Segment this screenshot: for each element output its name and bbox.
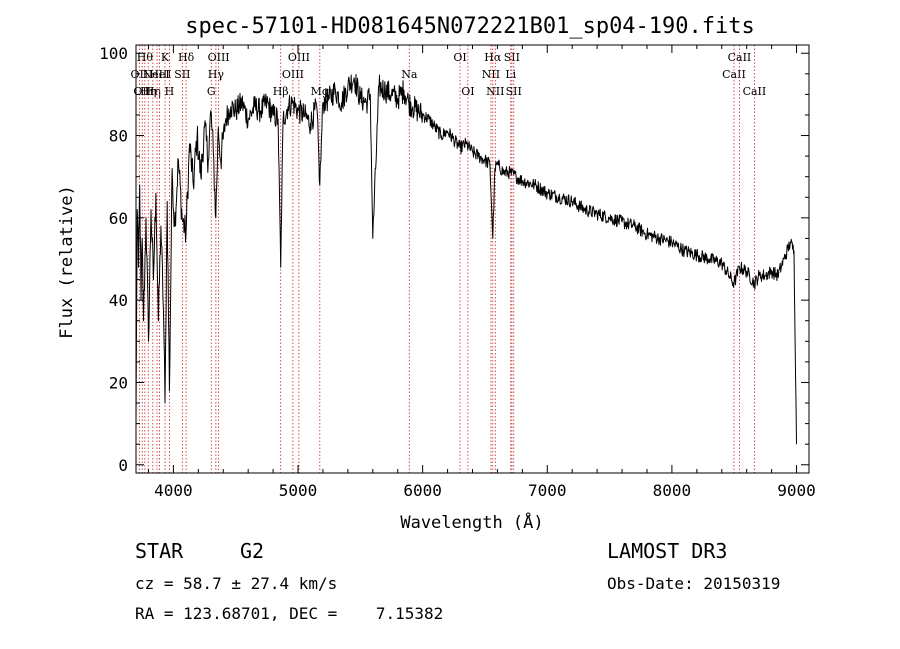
line-marker-label-9: SII: [174, 68, 190, 81]
coordinates: RA = 123.68701, DEC = 7.15382: [135, 604, 444, 623]
spectrum-series: [135, 73, 797, 445]
line-marker-label-20: OI: [461, 85, 474, 98]
line-marker-label-18: Na: [401, 68, 418, 81]
y-axis-label: Flux (relative): [57, 185, 77, 339]
y-tick-label-2: 40: [109, 291, 128, 310]
redshift-value: cz = 58.7 ± 27.4 km/s: [135, 574, 338, 593]
line-marker-label-29: CaII: [743, 85, 767, 98]
line-marker-label-10: Hδ: [178, 51, 195, 64]
line-marker-label-27: CaII: [722, 68, 746, 81]
line-marker-label-17: Mg: [311, 85, 329, 98]
line-marker-label-8: H: [165, 85, 175, 98]
line-marker-label-14: Hβ: [273, 85, 289, 98]
line-marker-label-6: HeI: [149, 68, 169, 81]
y-tick-label-3: 60: [109, 209, 128, 228]
line-marker-label-3: Hη: [140, 85, 156, 98]
object-class: STAR: [135, 539, 184, 563]
obs-date: Obs-Date: 20150319: [607, 574, 781, 593]
line-marker-label-2: Hθ: [137, 51, 154, 64]
line-marker-label-15: OIII: [282, 68, 304, 81]
x-axis-label: Wavelength (Å): [400, 511, 543, 533]
line-markers: OIIOIIHθHηHηNeIIIHeIKHSIIHδGHγOIIIHβOIII…: [131, 45, 767, 473]
line-marker-label-25: SII: [504, 51, 520, 64]
line-marker-label-24: Li: [505, 68, 516, 81]
line-marker-label-23: NII: [486, 85, 504, 98]
line-marker-label-21: NII: [482, 68, 500, 81]
line-marker-label-5: NeIII: [142, 68, 171, 81]
line-marker-label-0: OII: [131, 68, 149, 81]
axes: 4000 5000 6000 7000 8000 9000 0 20 40 60 80 100: [99, 44, 816, 500]
y-tick-label-1: 20: [109, 373, 128, 392]
line-marker-label-11: G: [207, 85, 216, 98]
line-marker-label-12: Hγ: [208, 68, 225, 81]
x-tick-label-3: 7000: [528, 481, 567, 500]
y-tick-label-4: 80: [109, 127, 128, 146]
y-tick-label-0: 0: [118, 456, 128, 475]
survey-name: LAMOST DR3: [607, 539, 728, 563]
line-marker-label-13: OIII: [208, 51, 230, 64]
x-tick-label-4: 8000: [653, 481, 692, 500]
y-tick-label-5: 100: [99, 44, 128, 63]
line-marker-label-4: Hη: [145, 85, 161, 98]
line-marker-label-22: Hα: [484, 51, 502, 64]
x-tick-label-1: 5000: [279, 481, 318, 500]
x-tick-label-0: 4000: [154, 481, 193, 500]
line-marker-label-16: OIII: [288, 51, 310, 64]
x-tick-label-5: 9000: [777, 481, 816, 500]
chart-title: spec-57101-HD081645N072221B01_sp04-190.f…: [185, 14, 755, 39]
line-marker-label-26: SII: [506, 85, 522, 98]
line-marker-label-28: CaII: [728, 51, 752, 64]
x-tick-label-2: 6000: [403, 481, 442, 500]
line-marker-label-7: K: [161, 51, 170, 64]
line-marker-label-19: OI: [453, 51, 466, 64]
spectrum-line-0: [135, 73, 797, 445]
object-subclass: G2: [240, 539, 265, 563]
